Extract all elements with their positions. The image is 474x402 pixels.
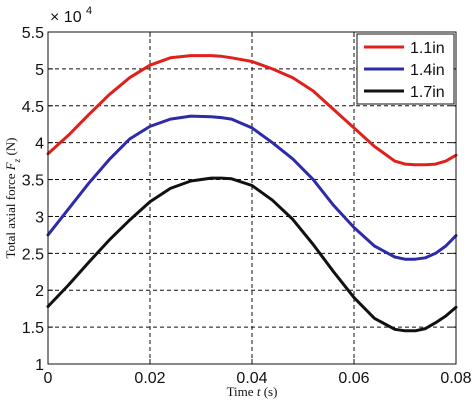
y-tick-label: 5 [35, 62, 44, 79]
x-tick-label: 0.06 [338, 370, 369, 387]
y-multiplier: × 10 4 [50, 5, 92, 26]
x-tick-label: 0.08 [440, 370, 471, 387]
legend: 1.1in 1.4in 1.7in [356, 33, 455, 105]
y-axis-label: Total axial force Fz (N) [3, 137, 22, 258]
y-multiplier-exponent: 4 [86, 5, 92, 17]
series-line-1.4in [46, 114, 458, 261]
series-lines [46, 54, 458, 333]
series-line-1.1in [46, 54, 458, 167]
y-tick-label: 1.5 [22, 320, 44, 337]
y-multiplier-base: × 10 [50, 9, 82, 26]
y-tick-label: 2 [35, 283, 44, 300]
y-tick-label: 3 [35, 209, 44, 226]
y-tick-label: 4 [35, 136, 44, 153]
y-tick-label: 4.5 [22, 99, 44, 116]
x-tick-label: 0.04 [236, 370, 267, 387]
y-tick-label: 2.5 [22, 246, 44, 263]
series-line-1.7in [46, 176, 458, 333]
legend-label: 1.7in [410, 84, 445, 101]
x-tick-label: 0 [44, 370, 53, 387]
legend-label: 1.4in [410, 62, 445, 79]
y-tick-label: 5.5 [22, 25, 44, 42]
x-tick-label: 0.02 [134, 370, 165, 387]
x-axis-label: Time t (s) [227, 384, 278, 399]
y-tick-label: 3.5 [22, 173, 44, 190]
axis-ticks: 0 0.02 0.04 0.06 0.08 1 1.5 2 2.5 3 3.5 4 4.5 5 5.5 [22, 25, 472, 387]
legend-label: 1.1in [410, 40, 445, 57]
y-tick-label: 1 [35, 357, 44, 374]
